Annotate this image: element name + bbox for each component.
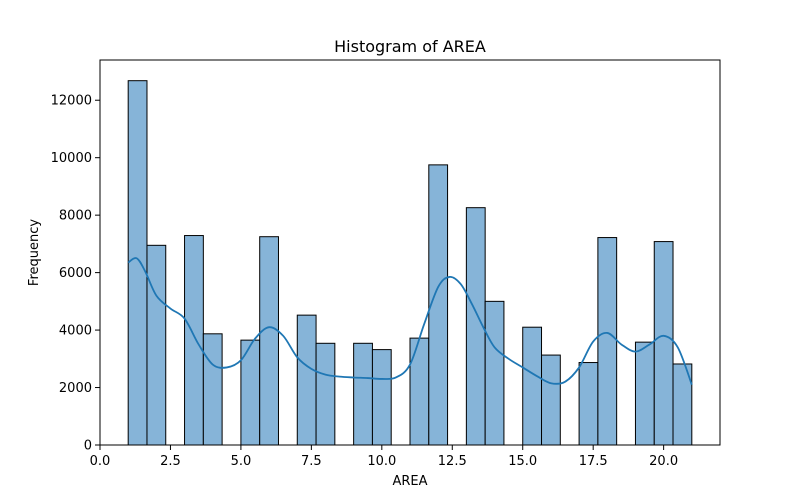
y-tick-label: 12000 (51, 94, 92, 109)
histogram-bar (371, 349, 392, 446)
histogram-bar (578, 362, 599, 446)
bars-layer (127, 80, 693, 446)
histogram-bar (653, 241, 674, 446)
x-tick-label: 17.5 (579, 454, 608, 469)
histogram-bar (146, 244, 167, 446)
histogram-bar (296, 314, 317, 446)
histogram-bar (541, 354, 561, 446)
histogram-bar (634, 341, 655, 446)
x-axis-title: AREA (392, 474, 427, 489)
y-axis-title: Frequency (27, 219, 42, 286)
x-tick-label: 15.0 (508, 454, 537, 469)
histogram-bar (202, 333, 223, 446)
histogram-bar (409, 337, 430, 446)
y-tick-label: 4000 (59, 324, 92, 339)
y-tick-label: 0 (84, 439, 92, 454)
y-axis: 0 2000 4000 6000 8000 10000 12000 (51, 94, 100, 454)
histogram-bar (484, 300, 505, 446)
y-tick-label: 2000 (59, 381, 92, 396)
histogram-bar (127, 80, 148, 446)
x-tick-label: 2.5 (160, 454, 181, 469)
x-tick-label: 10.0 (367, 454, 396, 469)
histogram-bar (597, 237, 618, 446)
histogram-bar (184, 235, 204, 446)
x-axis: 0.0 2.5 5.0 7.5 10.0 12.5 15.0 17.5 20.0 (90, 445, 678, 469)
y-tick-label: 8000 (59, 209, 92, 224)
chart-title: Histogram of AREA (334, 37, 486, 56)
y-tick-label: 10000 (51, 151, 92, 166)
x-tick-label: 7.5 (301, 454, 322, 469)
histogram-bar (259, 236, 279, 446)
x-tick-label: 20.0 (649, 454, 678, 469)
x-tick-label: 12.5 (438, 454, 467, 469)
histogram-bar (522, 326, 543, 446)
x-tick-label: 0.0 (90, 454, 111, 469)
histogram-bar (315, 342, 336, 446)
y-tick-label: 6000 (59, 266, 92, 281)
plot-frame (99, 59, 721, 446)
kde-line (127, 257, 693, 385)
x-tick-label: 5.0 (231, 454, 252, 469)
histogram-bar (353, 342, 373, 446)
